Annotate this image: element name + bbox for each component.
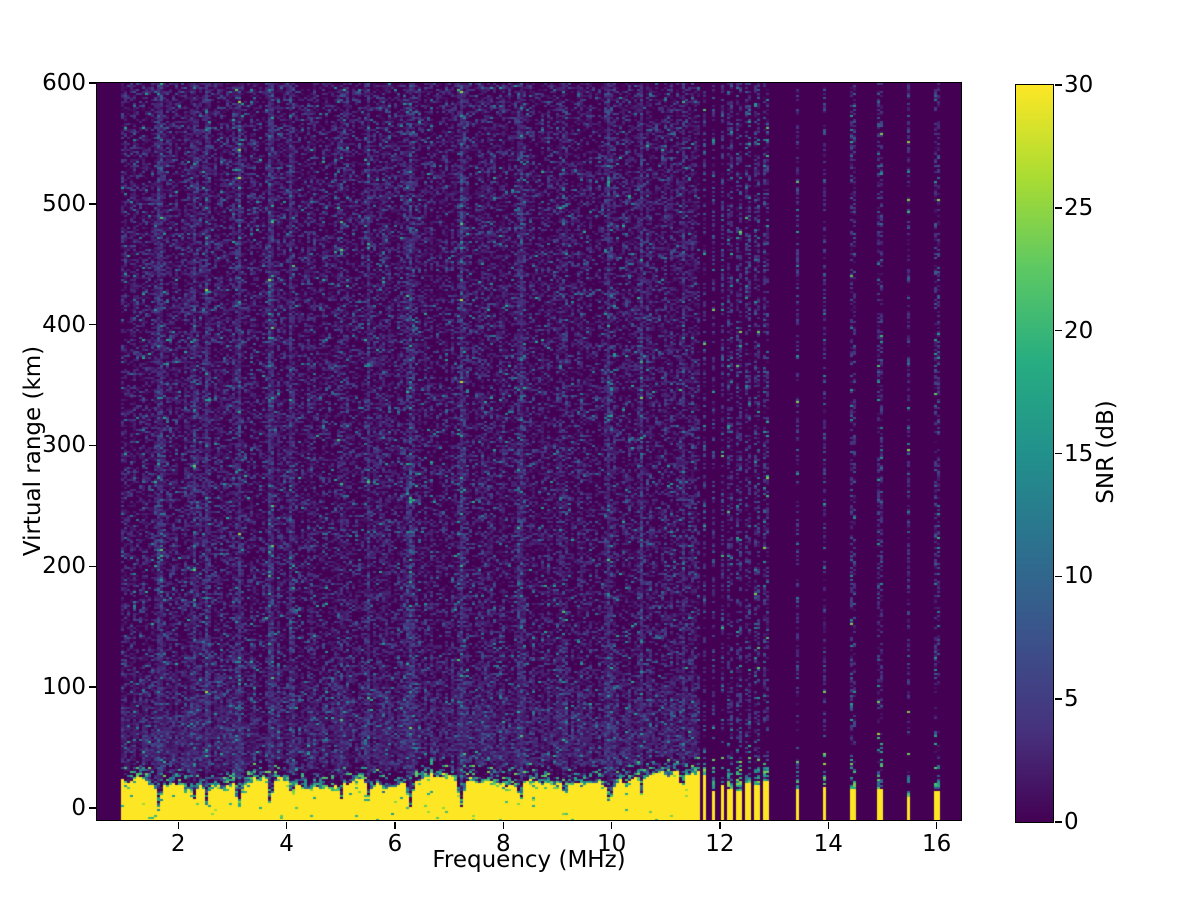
y-tick-label: 200 xyxy=(42,553,86,580)
colorbar xyxy=(1014,83,1054,823)
x-tick xyxy=(394,821,396,829)
x-tick-label: 8 xyxy=(495,831,511,857)
colorbar-tick-label: 30 xyxy=(1064,72,1094,98)
colorbar-tick xyxy=(1054,329,1062,332)
colorbar-gradient xyxy=(1015,84,1053,822)
colorbar-tick-label: 0 xyxy=(1064,809,1079,835)
y-tick xyxy=(88,444,96,447)
colorbar-tick-label: 10 xyxy=(1064,563,1094,590)
x-tick xyxy=(719,821,721,829)
plot-area xyxy=(95,81,962,821)
x-tick xyxy=(285,821,288,829)
y-tick xyxy=(88,323,96,326)
y-tick xyxy=(88,565,96,568)
colorbar-tick xyxy=(1054,698,1062,700)
y-tick xyxy=(88,203,96,205)
y-tick-label: 100 xyxy=(42,674,86,701)
x-tick xyxy=(610,821,613,829)
x-tick-label: 12 xyxy=(705,831,735,857)
colorbar-tick xyxy=(1054,207,1062,209)
colorbar-tick-label: 20 xyxy=(1064,317,1094,344)
x-tick-label: 2 xyxy=(170,831,186,857)
colorbar-tick-label: 15 xyxy=(1064,440,1094,467)
x-tick-label: 6 xyxy=(387,831,403,857)
y-tick-label: 0 xyxy=(71,794,86,821)
x-axis-label: Frequency (MHz) xyxy=(432,847,626,873)
x-tick xyxy=(177,821,179,829)
colorbar-tick xyxy=(1054,575,1062,578)
y-tick xyxy=(88,807,96,809)
colorbar-tick-label: 5 xyxy=(1064,686,1079,713)
x-tick xyxy=(827,821,830,829)
x-tick-label: 16 xyxy=(921,831,952,857)
y-tick-label: 500 xyxy=(42,190,86,217)
y-tick-label: 400 xyxy=(42,311,86,338)
x-tick-label: 14 xyxy=(813,831,843,857)
colorbar-tick-label: 25 xyxy=(1064,194,1094,221)
colorbar-tick xyxy=(1054,821,1062,823)
y-tick-label: 300 xyxy=(42,432,86,459)
colorbar-tick xyxy=(1054,84,1062,86)
y-tick-label: 600 xyxy=(42,70,86,96)
y-tick xyxy=(88,686,96,688)
ionogram-heatmap xyxy=(96,82,961,820)
x-tick-label: 4 xyxy=(279,831,294,857)
x-tick xyxy=(502,821,505,829)
colorbar-tick xyxy=(1054,452,1062,455)
y-tick xyxy=(88,82,96,84)
x-tick-label: 10 xyxy=(596,831,627,857)
x-tick xyxy=(935,821,938,829)
